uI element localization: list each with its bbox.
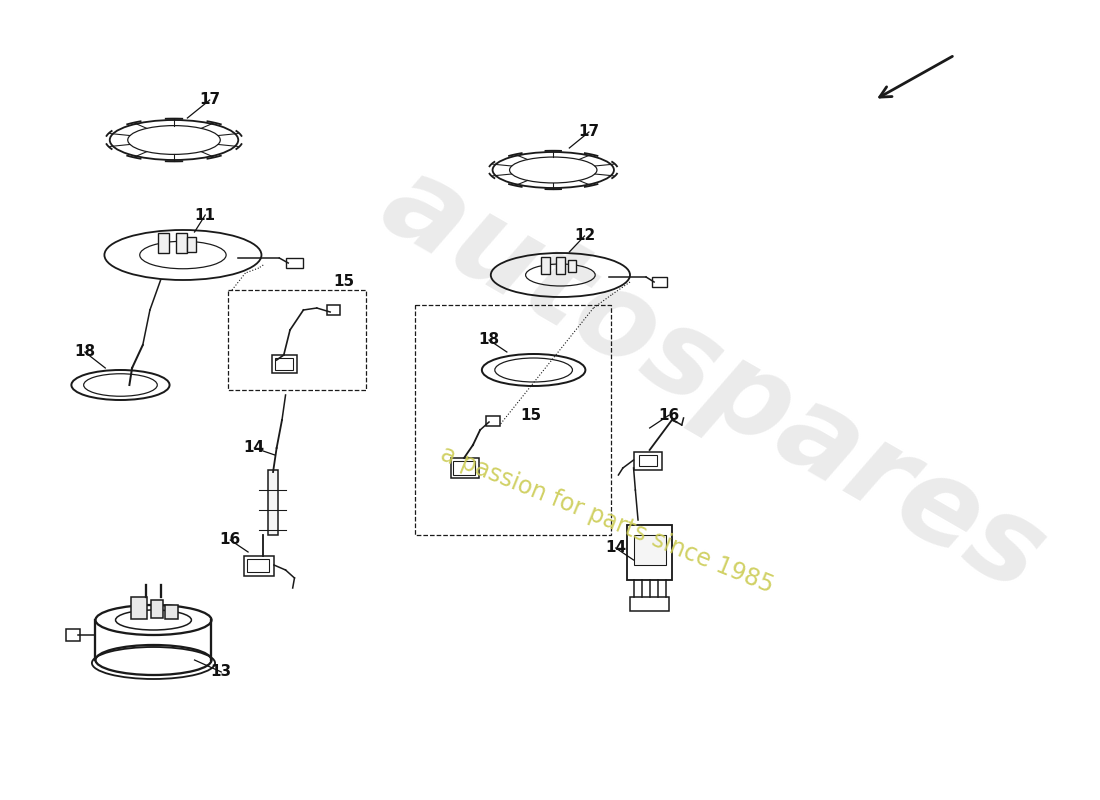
Text: 15: 15 — [333, 274, 354, 290]
FancyBboxPatch shape — [286, 258, 302, 268]
FancyBboxPatch shape — [165, 605, 177, 619]
FancyBboxPatch shape — [486, 416, 499, 426]
FancyBboxPatch shape — [556, 257, 565, 274]
Text: 14: 14 — [605, 541, 626, 555]
Text: 15: 15 — [520, 407, 541, 422]
FancyBboxPatch shape — [652, 277, 667, 287]
FancyBboxPatch shape — [634, 452, 662, 470]
FancyBboxPatch shape — [243, 556, 274, 576]
FancyBboxPatch shape — [66, 629, 80, 641]
Text: 17: 17 — [579, 125, 600, 139]
Text: 13: 13 — [211, 665, 232, 679]
FancyBboxPatch shape — [248, 559, 268, 572]
Text: 18: 18 — [74, 345, 96, 359]
Text: 16: 16 — [659, 407, 680, 422]
FancyBboxPatch shape — [451, 458, 480, 478]
Text: a passion for parts since 1985: a passion for parts since 1985 — [437, 442, 777, 598]
Text: 12: 12 — [574, 229, 595, 243]
FancyBboxPatch shape — [627, 525, 672, 580]
Text: 17: 17 — [199, 93, 220, 107]
Text: 14: 14 — [244, 441, 265, 455]
FancyBboxPatch shape — [634, 535, 665, 565]
FancyBboxPatch shape — [453, 461, 475, 475]
FancyBboxPatch shape — [272, 355, 297, 373]
Text: 18: 18 — [478, 333, 499, 347]
FancyBboxPatch shape — [639, 455, 657, 466]
FancyBboxPatch shape — [568, 260, 576, 272]
FancyBboxPatch shape — [328, 305, 340, 315]
FancyBboxPatch shape — [176, 233, 187, 253]
Text: autospares: autospares — [363, 144, 1065, 616]
FancyBboxPatch shape — [541, 257, 550, 274]
FancyBboxPatch shape — [151, 600, 163, 618]
FancyBboxPatch shape — [267, 470, 278, 535]
FancyBboxPatch shape — [158, 233, 168, 253]
FancyBboxPatch shape — [275, 358, 293, 370]
FancyBboxPatch shape — [187, 237, 196, 252]
Text: 11: 11 — [195, 207, 216, 222]
FancyBboxPatch shape — [630, 597, 669, 611]
Text: 16: 16 — [220, 533, 241, 547]
FancyBboxPatch shape — [131, 597, 147, 619]
